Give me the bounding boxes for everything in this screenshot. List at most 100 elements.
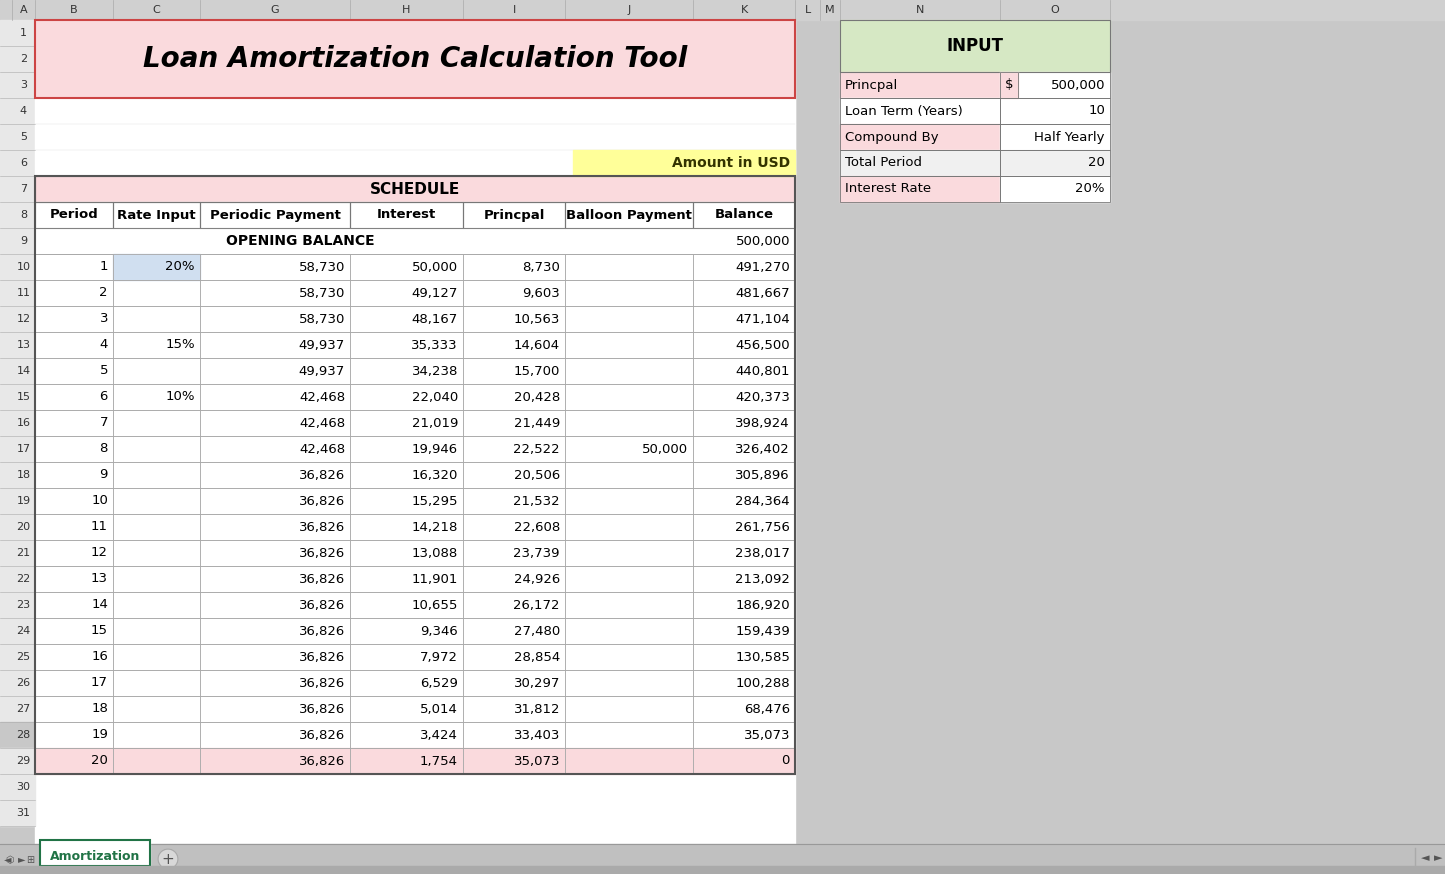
Text: 20: 20 (91, 754, 108, 767)
Bar (199, 332, 350, 358)
Bar (462, 488, 565, 514)
Bar (565, 358, 694, 384)
Bar (0, 98, 35, 124)
Text: 36,826: 36,826 (299, 495, 345, 508)
Text: INPUT: INPUT (946, 37, 1003, 55)
Text: I: I (513, 5, 516, 15)
Text: 440,801: 440,801 (736, 364, 790, 378)
Bar (462, 462, 565, 488)
Bar (113, 462, 199, 488)
Bar (0, 358, 35, 384)
Bar (35, 254, 113, 280)
Text: Periodic Payment: Periodic Payment (210, 209, 341, 221)
Text: Balloon Payment: Balloon Payment (566, 209, 692, 221)
Text: Period: Period (49, 209, 98, 221)
Bar (35, 202, 113, 228)
Text: 500,000: 500,000 (736, 234, 790, 247)
Text: O: O (1051, 5, 1059, 15)
Bar (0, 20, 35, 46)
Bar (462, 358, 565, 384)
Text: 7,972: 7,972 (420, 650, 458, 663)
Bar (0, 866, 1445, 874)
Text: 17: 17 (91, 676, 108, 690)
Bar (35, 332, 113, 358)
Bar (113, 306, 199, 332)
Bar (35, 670, 795, 696)
Text: 1: 1 (20, 28, 27, 38)
Text: 130,585: 130,585 (736, 650, 790, 663)
Bar (35, 176, 795, 774)
Bar (35, 644, 113, 670)
Bar (35, 722, 795, 748)
Text: Princpal: Princpal (483, 209, 545, 221)
Bar (565, 670, 694, 696)
Bar (1000, 124, 1110, 150)
Text: 398,924: 398,924 (736, 417, 790, 429)
Bar (565, 722, 694, 748)
Bar (35, 514, 795, 540)
Bar (840, 20, 1110, 72)
Bar (350, 436, 462, 462)
Text: 22,522: 22,522 (513, 442, 561, 455)
Bar (694, 566, 795, 592)
Bar (35, 436, 113, 462)
Bar (199, 540, 350, 566)
Text: 6: 6 (20, 158, 27, 168)
Bar (350, 540, 462, 566)
Text: 481,667: 481,667 (736, 287, 790, 300)
Text: 58,730: 58,730 (299, 287, 345, 300)
Text: K: K (740, 5, 747, 15)
Text: 36,826: 36,826 (299, 546, 345, 559)
Bar (462, 722, 565, 748)
Bar (462, 280, 565, 306)
Bar (199, 748, 350, 774)
Bar (0, 228, 35, 254)
Bar (199, 384, 350, 410)
Text: C: C (153, 5, 160, 15)
Text: 17: 17 (16, 444, 30, 454)
Text: 49,937: 49,937 (299, 338, 345, 351)
Bar (565, 488, 694, 514)
Bar (113, 514, 199, 540)
Bar (35, 176, 795, 202)
Text: 13: 13 (16, 340, 30, 350)
Text: 15%: 15% (165, 338, 195, 351)
Bar (0, 436, 35, 462)
Bar (1000, 150, 1110, 176)
Bar (565, 592, 694, 618)
Bar (199, 618, 350, 644)
Text: OPENING BALANCE: OPENING BALANCE (225, 234, 374, 248)
Bar (694, 436, 795, 462)
Bar (350, 410, 462, 436)
Text: G: G (270, 5, 279, 15)
Bar (694, 488, 795, 514)
Bar (0, 514, 35, 540)
Bar (462, 410, 565, 436)
Text: 36,826: 36,826 (299, 599, 345, 612)
Text: 8,730: 8,730 (522, 260, 561, 274)
Bar (462, 202, 565, 228)
Text: 284,364: 284,364 (736, 495, 790, 508)
Bar (199, 280, 350, 306)
Circle shape (158, 849, 178, 869)
Bar (0, 748, 35, 774)
Bar (350, 618, 462, 644)
Bar (199, 696, 350, 722)
Text: ◄: ◄ (1420, 853, 1429, 863)
Bar (0, 280, 35, 306)
Bar (113, 670, 199, 696)
Bar (35, 358, 113, 384)
Bar (1000, 124, 1110, 150)
Text: Total Period: Total Period (845, 156, 922, 170)
Bar (35, 618, 113, 644)
Text: 50,000: 50,000 (642, 442, 688, 455)
Bar (694, 358, 795, 384)
Bar (0, 332, 35, 358)
Bar (0, 124, 35, 150)
Text: 12: 12 (91, 546, 108, 559)
Bar (1000, 150, 1110, 176)
Text: 8: 8 (20, 210, 27, 220)
Text: 14: 14 (16, 366, 30, 376)
Bar (565, 332, 694, 358)
Text: 19,946: 19,946 (412, 442, 458, 455)
